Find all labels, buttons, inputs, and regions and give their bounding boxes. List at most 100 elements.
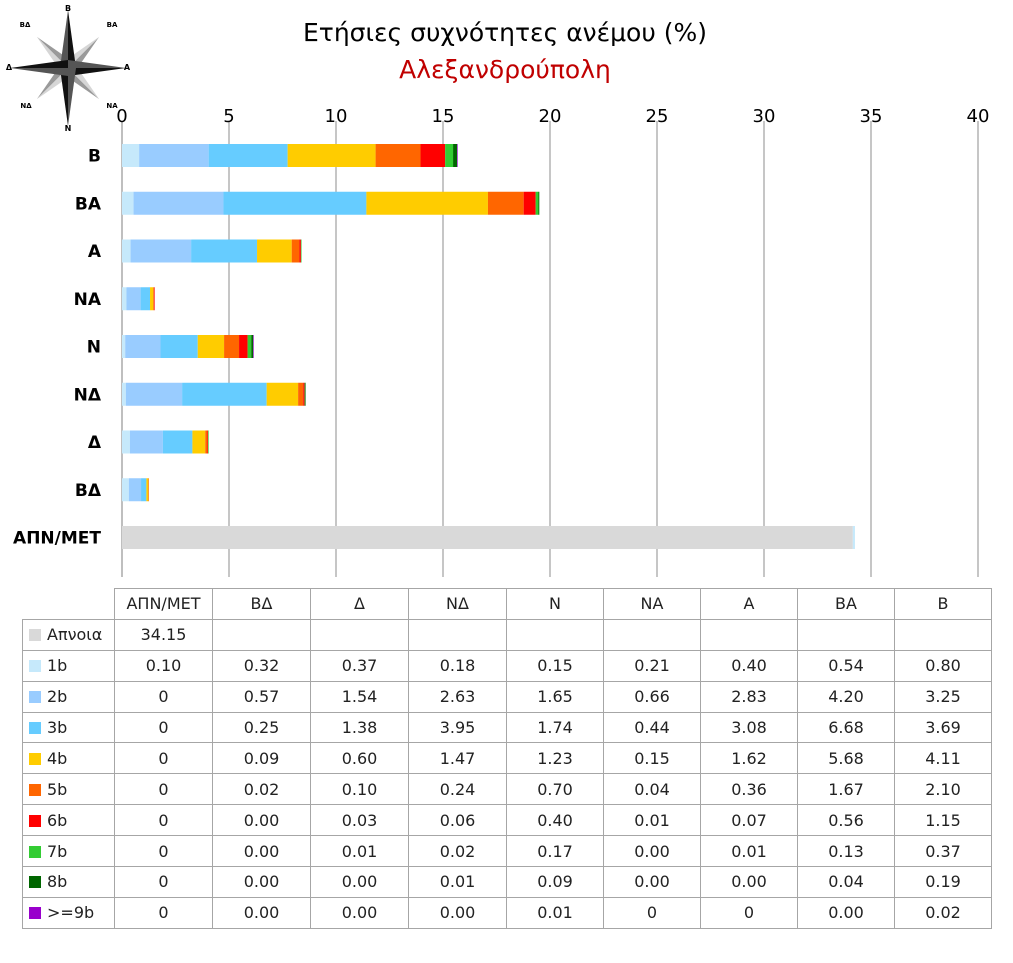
table-header-cell: ΝΑ xyxy=(603,588,701,620)
bar-segment xyxy=(129,430,163,454)
x-tick-label: 5 xyxy=(223,106,234,127)
table-row: >=9b 0 0.00 0.00 0.00 0.01 0 0 0.00 0.02 xyxy=(22,896,992,929)
table-cell: 1.15 xyxy=(894,804,992,837)
bar-segment xyxy=(205,430,208,454)
table-cell xyxy=(603,618,701,651)
legend-swatch xyxy=(29,660,41,673)
compass-label-w: Δ xyxy=(6,63,13,72)
table-cell: 0.01 xyxy=(408,866,507,898)
table-cell: 0.01 xyxy=(310,835,409,868)
legend-swatch xyxy=(29,752,41,765)
table-cell: 1.67 xyxy=(797,773,895,806)
table-header-cell: Ν xyxy=(506,588,604,620)
bar-segment xyxy=(154,287,155,311)
y-category-label: ΝΑ xyxy=(74,290,102,310)
table-cell: 0.56 xyxy=(797,804,895,837)
legend-entry: 2b xyxy=(22,680,115,713)
table-cell: 0.36 xyxy=(700,773,798,806)
bar-segment xyxy=(162,430,193,454)
table-cell: 1.62 xyxy=(700,742,798,775)
table-cell: 0 xyxy=(114,773,213,806)
table-cell: 0.54 xyxy=(797,649,895,682)
y-category-label: Α xyxy=(88,242,102,262)
bar-segment xyxy=(299,239,301,263)
bar-segment xyxy=(291,239,300,263)
table-cell: 2.83 xyxy=(700,680,798,713)
x-tick-label: 30 xyxy=(753,106,776,127)
compass-label-e: Α xyxy=(124,63,131,72)
compass-label-se: ΝΑ xyxy=(106,102,118,110)
table-cell: 0.09 xyxy=(212,742,311,775)
table-header-cell: Α xyxy=(700,588,798,620)
compass-ray-main-1-left xyxy=(68,68,126,76)
table-cell: 1.23 xyxy=(506,742,604,775)
legend-label: 8b xyxy=(47,872,68,892)
compass-ray-main-0-right xyxy=(60,10,68,68)
bar-segment xyxy=(122,191,134,215)
compass-label-nw: ΒΔ xyxy=(20,21,31,29)
y-category-label: ΑΠΝ/ΜΕΤ xyxy=(13,529,101,549)
legend-entry: 1b xyxy=(22,649,115,682)
bar-segment xyxy=(122,144,140,167)
data-table: ΑΠΝ/ΜΕΤ ΒΔ Δ ΝΔ Ν ΝΑ Α ΒΑ Β Απνοια 34.15 1b 0.10 0.32… xyxy=(22,588,992,929)
bar-segment xyxy=(122,478,129,502)
bar-segment xyxy=(125,382,183,406)
table-cell: 0 xyxy=(114,804,213,837)
table-cell xyxy=(797,618,895,651)
table-cell: 1.38 xyxy=(310,711,409,744)
bar-segment xyxy=(140,287,151,311)
legend-swatch xyxy=(29,845,41,858)
bar-segment xyxy=(146,478,149,502)
table-cell xyxy=(700,618,798,651)
bar-segment xyxy=(523,191,536,215)
legend-swatch xyxy=(29,783,41,796)
table-cell: 0 xyxy=(700,896,798,929)
table-cell xyxy=(506,618,604,651)
table-cell: 0.00 xyxy=(212,804,311,837)
table-cell: 0 xyxy=(114,680,213,713)
compass-label-sw: ΝΔ xyxy=(20,102,32,110)
compass-label-n: Β xyxy=(65,4,71,13)
table-row: 6b 0 0.00 0.03 0.06 0.40 0.01 0.07 0.56 1.15 xyxy=(22,804,992,837)
bar-segment xyxy=(208,144,288,167)
legend-label: Απνοια xyxy=(47,625,103,645)
bar-segment xyxy=(257,239,292,263)
table-cell: 0.01 xyxy=(506,896,604,929)
table-header-row: ΑΠΝ/ΜΕΤ ΒΔ Δ ΝΔ Ν ΝΑ Α ΒΑ Β xyxy=(22,588,992,620)
table-cell xyxy=(212,618,311,651)
table-cell: 4.11 xyxy=(894,742,992,775)
bar-segment xyxy=(366,191,488,215)
bar-segment xyxy=(375,144,421,167)
bar-segment xyxy=(153,287,155,311)
legend-entry: 7b xyxy=(22,835,115,868)
bar-segment xyxy=(148,478,149,502)
table-cell: 0.06 xyxy=(408,804,507,837)
stacked-bar-chart: 0 5 10 15 20 25 30 35 40 Β ΒΑ Α ΝΑ Ν ΝΔ Δ ΒΔ ΑΠΝ/ΜΕΤ xyxy=(13,106,989,577)
table-cell: 0 xyxy=(114,835,213,868)
table-cell: 0.01 xyxy=(603,804,701,837)
legend-label: 4b xyxy=(47,748,68,768)
table-cell: 3.25 xyxy=(894,680,992,713)
table-cell: 1.47 xyxy=(408,742,507,775)
table-cell: 0.15 xyxy=(603,742,701,775)
bar-segment xyxy=(139,144,209,167)
legend-entry: >=9b xyxy=(22,896,115,929)
table-cell xyxy=(408,618,507,651)
table-cell: 0.00 xyxy=(212,835,311,868)
bar-segment xyxy=(223,191,367,215)
compass-ray-main-1-right xyxy=(68,60,126,68)
table-cell: 0.10 xyxy=(114,649,213,682)
table-cell: 0.80 xyxy=(894,649,992,682)
bar-segment xyxy=(300,239,302,263)
table-cell: 1.54 xyxy=(310,680,409,713)
compass-ray-main-3-left xyxy=(10,60,68,68)
table-cell: 0 xyxy=(603,896,701,929)
chart-title: Ετήσιες συχνότητες ανέμου (%) xyxy=(302,18,708,47)
y-category-label: Β xyxy=(88,147,101,167)
table-cell: 2.63 xyxy=(408,680,507,713)
bar-segment xyxy=(141,478,147,502)
compass-ray-main-2-left xyxy=(60,68,68,126)
table-cell: 0.10 xyxy=(310,773,409,806)
table-cell: 0.40 xyxy=(506,804,604,837)
table-cell: 0.00 xyxy=(310,896,409,929)
